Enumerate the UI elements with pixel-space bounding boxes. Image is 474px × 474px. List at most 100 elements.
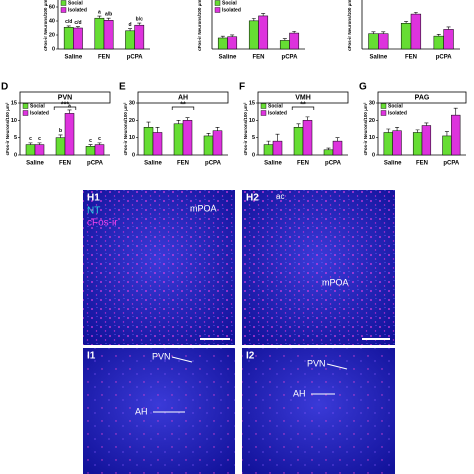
x-tick-label: pCPA	[325, 161, 342, 167]
bar	[152, 132, 163, 156]
title-box	[19, 91, 111, 104]
pointer	[326, 363, 348, 370]
panel-label: H1	[87, 193, 100, 204]
error-bar	[326, 147, 331, 150]
error-bar	[266, 140, 271, 145]
region-label: PVN	[307, 358, 326, 368]
legend-swatch	[214, 7, 221, 13]
error-bar	[220, 35, 225, 38]
significance-letter: c	[38, 136, 41, 142]
error-bar	[282, 38, 287, 41]
micrograph-signal	[83, 348, 235, 474]
legend-swatch	[22, 110, 29, 116]
error-bar	[395, 126, 400, 131]
significance-marker: **	[180, 101, 186, 108]
y-tick-label: 20	[369, 118, 375, 124]
bar	[378, 33, 389, 50]
legend-label: Social	[388, 103, 403, 109]
significance-letter: b	[59, 128, 62, 134]
channel-label: cFos-ir	[87, 218, 118, 229]
x-tick-label: Saline	[264, 161, 282, 167]
legend-swatch	[260, 103, 267, 109]
error-bar	[453, 107, 458, 116]
error-bar	[415, 129, 420, 133]
x-tick-label: FEN	[59, 161, 71, 167]
significance-letter: c	[29, 136, 32, 142]
bar	[63, 27, 74, 50]
bar	[400, 23, 412, 50]
significance-marker: **	[300, 101, 306, 108]
error-bar	[67, 109, 72, 114]
chart-title: AH	[178, 94, 188, 101]
error-bar	[88, 144, 93, 147]
y-tick-label: 40	[49, 18, 55, 24]
y-tick-label: 0	[372, 152, 375, 158]
error-bar	[296, 123, 301, 128]
image-panels: H1 NT cFos-ir mPOA H2 ac mPOA I1 PVN AH …	[83, 190, 395, 474]
region-label: AH	[135, 406, 148, 416]
error-bar	[424, 122, 429, 126]
bar	[143, 127, 154, 156]
micrograph-signal	[83, 190, 235, 345]
significance-letter: a	[98, 9, 101, 15]
significance-letter: c	[98, 136, 101, 142]
y-axis-label: cFos-ir Neurons/100 μm²	[243, 102, 248, 155]
bar	[263, 144, 274, 156]
error-bar	[146, 121, 151, 128]
bar	[125, 30, 135, 50]
error-bar	[58, 134, 63, 138]
x-tick-label: pCPA	[443, 161, 460, 167]
significance-letter: a	[68, 103, 71, 109]
y-tick-label: 30	[129, 100, 135, 106]
error-bar	[97, 142, 102, 145]
bar	[103, 20, 114, 50]
error-bar	[185, 117, 190, 121]
error-bar	[155, 126, 160, 133]
legend-label: Social	[68, 0, 83, 6]
x-tick-label: Saline	[219, 55, 237, 61]
x-tick-label: FEN	[297, 161, 309, 167]
legend-swatch	[60, 7, 67, 13]
x-tick-label: Saline	[369, 55, 387, 61]
bar	[227, 36, 238, 50]
error-bar	[381, 31, 386, 34]
legend-label: Social	[30, 103, 45, 109]
error-bar	[444, 131, 449, 136]
error-bar	[230, 34, 235, 37]
y-tick-label: 60	[49, 4, 55, 10]
significance-letter: d	[129, 22, 132, 28]
bar	[94, 144, 105, 156]
legend-swatch	[260, 110, 267, 116]
legend-label: Isolated	[222, 7, 241, 13]
error-bar	[106, 17, 111, 21]
y-tick-label: 0	[252, 152, 255, 158]
error-bar	[305, 116, 310, 121]
y-axis-label: cFos-ir Neurons/100 μm²	[347, 0, 352, 51]
error-bar	[75, 26, 80, 28]
error-bar	[275, 133, 280, 142]
region-label: mPOA	[322, 277, 349, 287]
y-tick-label: 5	[252, 135, 255, 141]
error-bar	[261, 13, 266, 16]
bar	[323, 149, 334, 156]
region-label: AH	[293, 388, 306, 398]
bar	[293, 127, 304, 156]
error-bar	[176, 120, 181, 124]
error-bar	[37, 142, 42, 145]
y-tick-label: 0	[52, 46, 55, 52]
title-box	[377, 91, 467, 104]
legend-label: Isolated	[268, 110, 287, 116]
bar	[302, 120, 313, 156]
bar	[442, 135, 452, 156]
x-tick-label: pCPA	[127, 55, 144, 61]
panel-letter: G	[359, 82, 367, 93]
x-tick-label: Saline	[144, 161, 162, 167]
bar	[134, 24, 145, 50]
bar	[182, 120, 193, 156]
legend-swatch	[214, 0, 221, 6]
x-tick-label: Saline	[384, 161, 402, 167]
pointer	[171, 356, 193, 363]
bar	[94, 17, 105, 50]
panel-letter: F	[239, 82, 245, 93]
